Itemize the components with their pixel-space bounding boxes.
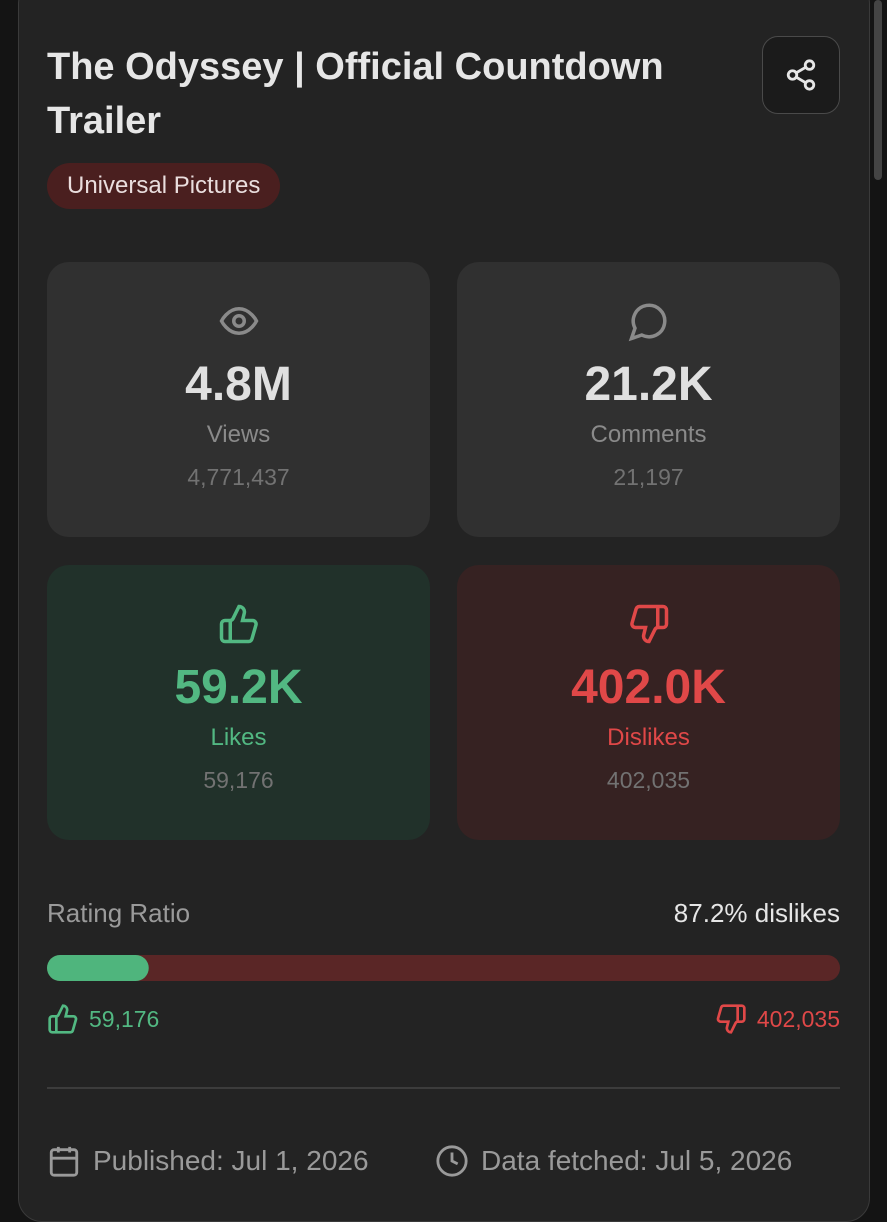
dislikes-count-row: 402,035 [715,1003,840,1035]
comments-value: 21.2K [584,358,713,411]
comments-card: 21.2K Comments 21,197 [457,262,840,537]
published-row: Published: Jul 1, 2026 [47,1144,369,1178]
rating-track [47,955,840,981]
likes-count-row: 59,176 [47,1003,159,1035]
fetched-row: Data fetched: Jul 5, 2026 [435,1144,792,1178]
likes-exact: 59,176 [203,767,274,793]
rating-fill [47,955,149,981]
scrollbar[interactable] [874,0,882,180]
dislikes-value: 402.0K [571,661,726,714]
dislikes-exact: 402,035 [606,767,691,793]
comments-exact: 21,197 [613,464,684,490]
fetched-date: Data fetched: Jul 5, 2026 [481,1145,793,1176]
dislikes-card: 402.0K Dislikes 402,035 [457,565,840,840]
views-label: Views [206,421,271,448]
likes-value: 59.2K [174,661,303,714]
share-button[interactable] [762,36,840,114]
views-value: 4.8M [185,358,292,411]
dislikes-label: Dislikes [607,724,690,751]
likes-count: 59,176 [89,1005,160,1032]
rating-label: Rating Ratio [47,898,191,928]
views-card: 4.8M Views 4,771,437 [47,262,430,537]
likes-card: 59.2K Likes 59,176 [47,565,430,840]
rating-summary: 87.2% dislikes [673,898,840,928]
views-exact: 4,771,437 [187,464,290,490]
channel-badge[interactable]: Universal Pictures [47,163,281,209]
likes-label: Likes [210,724,267,751]
published-date: Published: Jul 1, 2026 [93,1145,369,1176]
dislikes-count: 402,035 [756,1005,840,1032]
divider [47,1087,840,1089]
comments-label: Comments [590,421,707,448]
video-title: The Odyssey | Official Countdown Trailer [47,46,664,142]
rating-bar [47,955,840,981]
